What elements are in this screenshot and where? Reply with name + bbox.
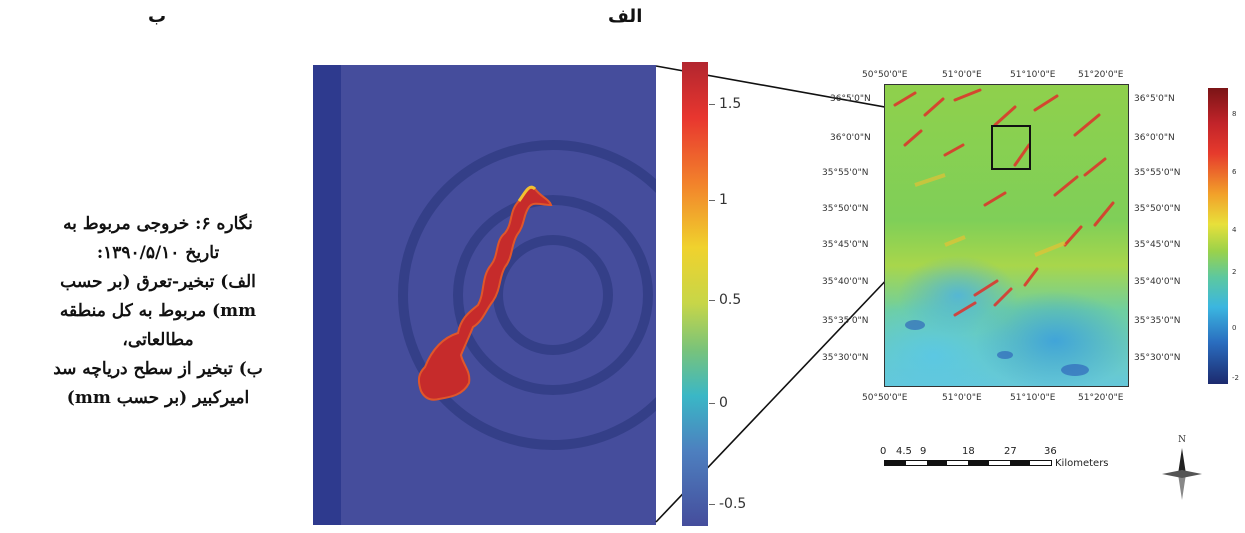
map-left-tick: 35°35'0"N: [822, 316, 869, 326]
colorbar-a-tick: -2: [1232, 374, 1239, 382]
north-label: N: [1178, 435, 1186, 445]
caption-line: تاریخ ۱۳۹۰/۵/۱۰:: [96, 243, 220, 263]
map-bottom-tick: 50°50'0"E: [862, 393, 908, 403]
watermark-rosette: [398, 140, 656, 450]
scalebar-number: 0: [880, 446, 887, 457]
map-right-tick: 35°30'0"N: [1134, 353, 1181, 363]
map-left-tick: 36°5'0"N: [830, 94, 871, 104]
map-right-tick: 35°50'0"N: [1134, 204, 1181, 214]
map-top-tick: 51°20'0"E: [1078, 70, 1124, 80]
colorbar-b-tick: -0.5: [708, 496, 747, 512]
caption-line: نگاره ۶: خروجی مربوط به: [63, 214, 253, 234]
scalebar-number: 36: [1044, 446, 1057, 457]
map-top-tick: 50°50'0"E: [862, 70, 908, 80]
map-right-tick: 35°40'0"N: [1134, 277, 1181, 287]
map-left-tick: 36°0'0"N: [830, 133, 871, 143]
colorbar-a-tick: 0: [1232, 324, 1237, 332]
caption-line: مطالعاتی،: [122, 330, 194, 350]
map-right-tick: 35°45'0"N: [1134, 240, 1181, 250]
scalebar-number: 4.5: [896, 446, 912, 457]
colorbar-b-tick: 1: [709, 192, 728, 208]
colorbar-b-tick: 1.5: [708, 96, 742, 112]
caption-line: mm) مربوط به کل منطقه: [59, 301, 257, 321]
figure-caption: نگاره ۶: خروجی مربوط به تاریخ ۱۳۹۰/۵/۱۰:…: [4, 210, 312, 413]
colorbar-a: [1208, 88, 1228, 384]
colorbar-b-tick: 0.5: [708, 292, 742, 308]
map-top-tick: 51°0'0"E: [942, 70, 982, 80]
caption-line: امیرکبیر (بر حسب mm): [66, 388, 250, 408]
colorbar-b: [682, 62, 708, 526]
map-right-tick: 35°55'0"N: [1134, 168, 1181, 178]
map-bottom-tick: 51°20'0"E: [1078, 393, 1124, 403]
map-bottom-tick: 51°10'0"E: [1010, 393, 1056, 403]
lake-evaporation-map: [313, 65, 656, 525]
map-bottom-tick: 51°0'0"E: [942, 393, 982, 403]
map-left-tick: 35°30'0"N: [822, 353, 869, 363]
scalebar-number: 27: [1004, 446, 1017, 457]
zoom-box: [991, 125, 1031, 170]
map-right-tick: 36°5'0"N: [1134, 94, 1175, 104]
scale-bar: [884, 460, 1052, 466]
caption-line: ب) تبخیر از سطح دریاچه سد: [53, 359, 263, 379]
north-arrow-icon: N: [1162, 435, 1202, 500]
map-left-tick: 35°50'0"N: [822, 204, 869, 214]
colorbar-a-tick: 4: [1232, 226, 1237, 234]
map-texture: [893, 88, 1115, 376]
map-top-tick: 51°10'0"E: [1010, 70, 1056, 80]
evapotranspiration-map: [884, 84, 1129, 387]
panel-b-label: ب: [148, 6, 167, 27]
colorbar-b-tick: 0: [709, 395, 728, 411]
colorbar-a-tick: 2: [1232, 268, 1237, 276]
scalebar-unit: Kilometers: [1055, 458, 1109, 469]
scalebar-number: 9: [920, 446, 927, 457]
scalebar-number: 18: [962, 446, 975, 457]
map-left-tick: 35°40'0"N: [822, 277, 869, 287]
map-left-tick: 35°55'0"N: [822, 168, 869, 178]
colorbar-a-tick: 8: [1232, 110, 1237, 118]
caption-line: الف) تبخیر-تعرق (بر حسب: [60, 272, 256, 292]
map-right-tick: 35°35'0"N: [1134, 316, 1181, 326]
map-right-tick: 36°0'0"N: [1134, 133, 1175, 143]
colorbar-a-tick: 6: [1232, 168, 1237, 176]
lake-shape: [398, 140, 656, 450]
map-left-tick: 35°45'0"N: [822, 240, 869, 250]
panel-a-label: الف: [608, 6, 643, 27]
map-edge-strip: [313, 65, 341, 525]
